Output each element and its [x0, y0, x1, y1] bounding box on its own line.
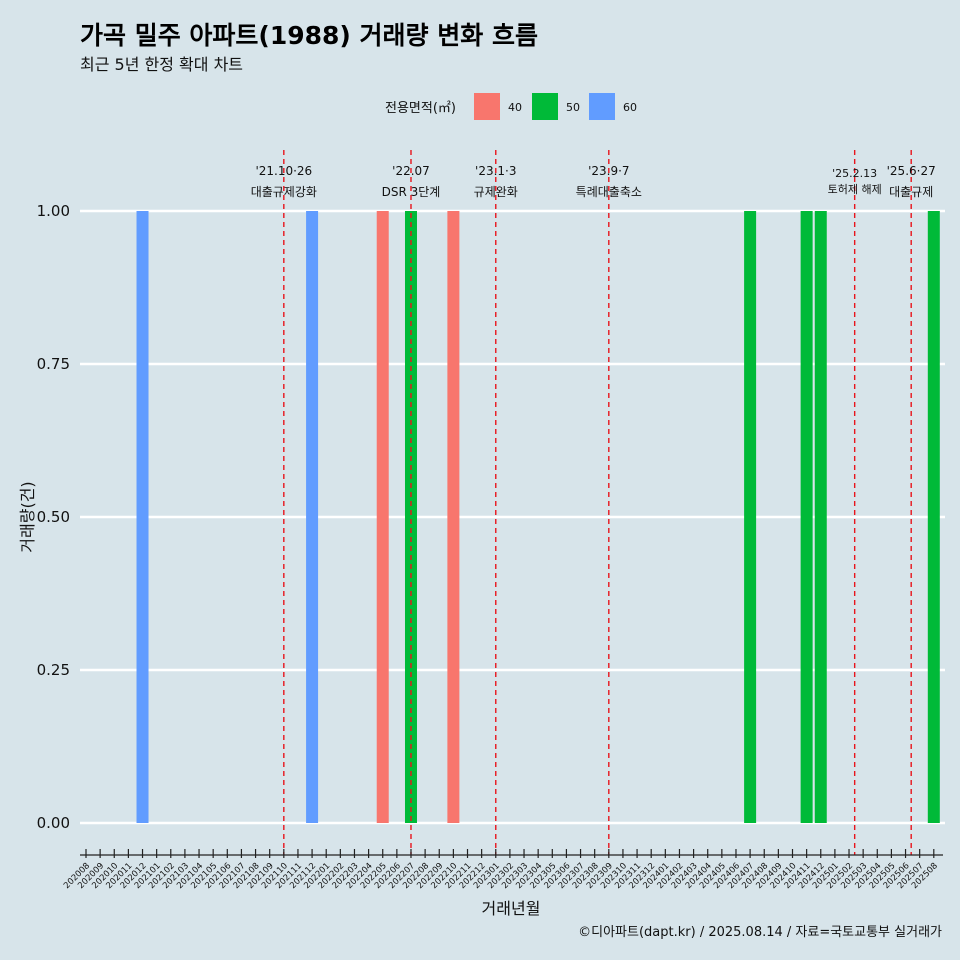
- caption: ©디아파트(dapt.kr) / 2025.08.14 / 자료=국토교통부 실…: [578, 925, 942, 940]
- event-text-label: 특례대출축소: [576, 185, 642, 199]
- legend-label-60: 60: [623, 101, 637, 114]
- legend-title: 전용면적(㎡): [385, 101, 456, 116]
- bar-202207-50: [404, 211, 417, 823]
- y-axis: 0.00 0.25 0.50 0.75 1.00: [37, 202, 70, 832]
- x-axis-label: 거래년월: [482, 899, 541, 918]
- y-axis-label: 거래량(건): [18, 481, 37, 552]
- event-date-label: '21.10·26: [255, 164, 312, 178]
- event-date-label: '25.6·27: [887, 164, 936, 178]
- x-axis: 2020082020092020102020112020122021012021…: [62, 849, 943, 891]
- y-tick-label: 0.75: [37, 355, 70, 373]
- y-tick-label: 0.25: [37, 661, 70, 679]
- bar-202407-50: [744, 211, 757, 823]
- event-date-label: '23.1·3: [475, 164, 516, 178]
- y-tick-label: 1.00: [37, 202, 70, 220]
- event-lines: '21.10·26 대출규제강화 '22.07 DSR 3단계 '23.1·3 규제완화 '…: [251, 150, 936, 855]
- chart-title: 가곡 밀주 아파트(1988) 거래량 변화 흐름: [80, 21, 538, 50]
- bar-202411-50: [800, 211, 813, 823]
- bar-202112-60: [306, 211, 319, 823]
- bar-202210-40: [447, 211, 460, 823]
- chart-subtitle: 최근 5년 한정 확대 차트: [80, 55, 243, 74]
- legend-swatch-40: [474, 93, 500, 120]
- bar-202205-40: [376, 211, 389, 823]
- y-tick-label: 0.50: [37, 508, 70, 526]
- event-date-label: '23.9·7: [588, 164, 629, 178]
- legend-label-40: 40: [508, 101, 522, 114]
- legend-swatch-60: [589, 93, 615, 120]
- legend-label-50: 50: [566, 101, 580, 114]
- legend: 전용면적(㎡) 40 50 60: [385, 93, 637, 120]
- bar-202012-60: [136, 211, 149, 823]
- event-text-label: 규제완화: [474, 185, 518, 199]
- bars: [136, 211, 940, 823]
- legend-swatch-50: [532, 93, 558, 120]
- event-text-label: 토허제 해제: [828, 182, 882, 196]
- y-tick-label: 0.00: [37, 814, 70, 832]
- bar-202508-50: [927, 211, 940, 823]
- bar-202412-50: [814, 211, 827, 823]
- event-text-label: 대출규제: [889, 185, 933, 199]
- event-text-label: 대출규제강화: [251, 185, 317, 199]
- event-date-label: '22.07: [392, 164, 430, 178]
- event-date-label: '25.2.13: [832, 167, 877, 180]
- event-text-label: DSR 3단계: [382, 185, 441, 199]
